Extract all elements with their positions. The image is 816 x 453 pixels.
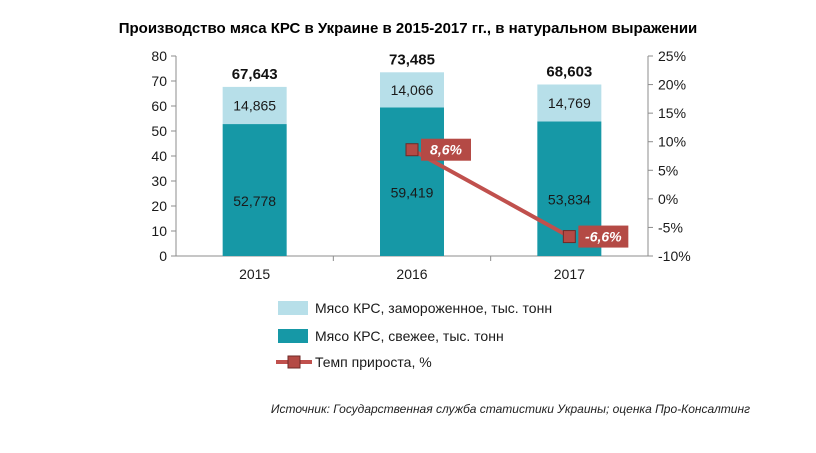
growth-marker	[562, 230, 576, 244]
y-tick-label: 50	[151, 123, 167, 139]
y2-tick-label: -5%	[658, 219, 683, 235]
legend-label-fresh: Мясо КРС, свежее, тыс. тонн	[315, 328, 504, 344]
y2-tick-label: 25%	[658, 48, 686, 64]
bar-fresh-label: 53,834	[548, 192, 591, 208]
bar-total-label: 67,643	[232, 66, 278, 83]
growth-label-box	[578, 225, 629, 248]
y2-tick-label: -10%	[658, 248, 691, 264]
source-note: Источник: Государственная служба статист…	[271, 402, 750, 416]
y2-tick-label: 20%	[658, 77, 686, 93]
y-tick-label: 40	[151, 148, 167, 164]
growth-label: -6,6%	[585, 229, 622, 245]
bar-total-label: 73,485	[389, 51, 435, 68]
y-tick-label: 10	[151, 223, 167, 239]
x-tick-label: 2017	[554, 266, 585, 282]
y-tick-label: 60	[151, 98, 167, 114]
legend-swatch-fresh	[278, 329, 308, 343]
bar-frozen-label: 14,865	[233, 97, 276, 113]
bar-total-label: 68,603	[546, 63, 592, 80]
y2-tick-label: 10%	[658, 134, 686, 150]
y-tick-label: 20	[151, 198, 167, 214]
legend-label-growth: Темп прироста, %	[315, 354, 432, 370]
y-tick-label: 30	[151, 173, 167, 189]
chart-title: Производство мяса КРС в Украине в 2015-2…	[119, 20, 698, 37]
y2-tick-label: 5%	[658, 162, 678, 178]
plot-area: 0 10 20 30 40 50 60 70 80 -10% -5% 0% 5% 10% 15% 20% 25%…	[151, 48, 690, 282]
legend: Мясо КРС, замороженное, тыс. тонн Мясо КР…	[276, 300, 552, 370]
bar-fresh	[380, 107, 444, 256]
bar-frozen	[380, 72, 444, 108]
bar-frozen	[537, 84, 602, 122]
growth-label-box	[421, 138, 471, 161]
legend-label-frozen: Мясо КРС, замороженное, тыс. тонн	[315, 300, 552, 316]
y-tick-label: 0	[159, 248, 167, 264]
legend-swatch-growth-marker	[287, 355, 301, 369]
bar-frozen	[222, 86, 287, 125]
y2-tick-label: 15%	[658, 105, 686, 121]
x-tick-label: 2016	[396, 266, 427, 282]
legend-swatch-frozen	[278, 301, 308, 315]
growth-line	[411, 147, 571, 239]
bar-frozen-label: 14,066	[391, 82, 434, 98]
y2-tick-label: 0%	[658, 191, 678, 207]
growth-label: 8,6%	[430, 142, 462, 158]
bar-fresh-label: 59,419	[391, 185, 434, 201]
y-tick-label: 80	[151, 48, 167, 64]
bar-fresh-label: 52,778	[233, 193, 276, 209]
x-tick-label: 2015	[239, 266, 270, 282]
bar-frozen-label: 14,769	[548, 95, 591, 111]
y-tick-label: 70	[151, 73, 167, 89]
bar-fresh	[222, 124, 287, 257]
growth-marker	[405, 143, 419, 157]
